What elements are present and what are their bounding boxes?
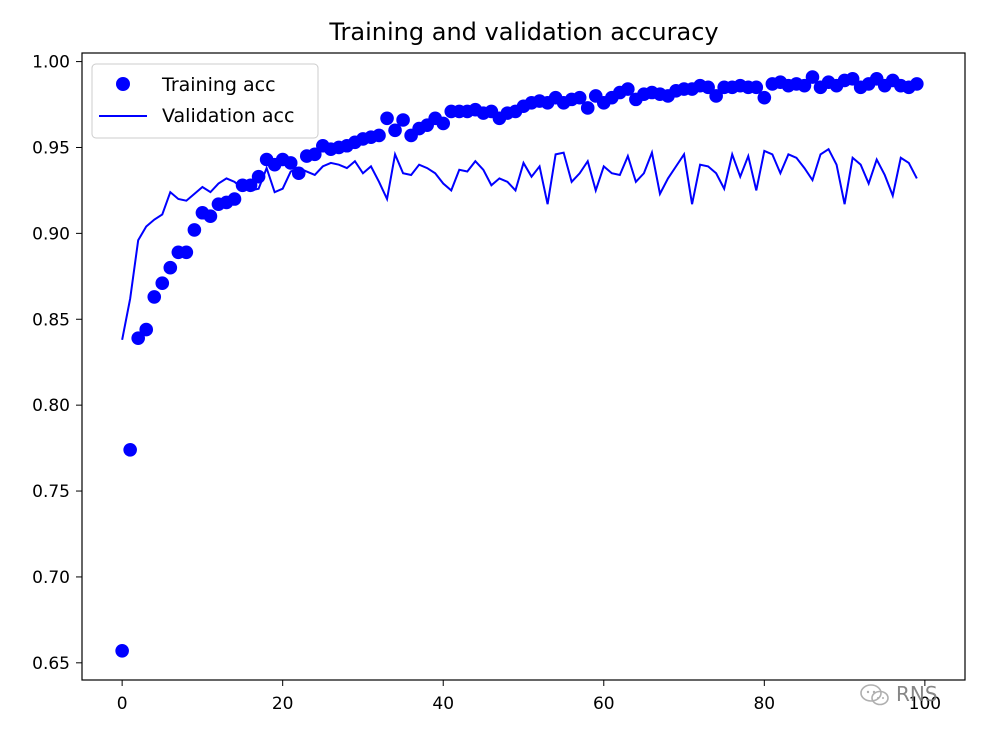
plot-area [115,70,924,658]
chart-title: Training and validation accuracy [328,18,718,46]
training-point [709,89,723,103]
y-tick-label: 0.95 [32,138,70,158]
training-point [757,90,772,105]
legend-label-validation: Validation acc [162,105,294,127]
training-point [123,443,137,457]
training-point [805,70,820,84]
watermark-text: RNS [896,682,938,706]
training-point [701,80,715,95]
training-point [203,209,218,223]
y-tick-label: 0.65 [32,654,70,674]
watermark: RNS [860,682,938,706]
training-point [307,147,322,162]
training-point [749,80,764,95]
x-tick-label: 80 [753,694,775,714]
y-tick-label: 0.70 [32,568,70,588]
training-point [283,156,298,170]
training-point [163,260,178,275]
x-axis: 0 20 40 60 80 100 [117,680,941,714]
training-point [147,290,162,304]
training-point [396,113,410,127]
y-tick-label: 0.85 [32,310,70,330]
x-tick-label: 20 [272,694,294,714]
training-point [797,78,812,93]
training-point [291,166,306,181]
y-axis: 0.65 0.70 0.75 0.80 0.85 0.90 0.95 1.00 [32,53,82,674]
training-point [380,111,394,126]
legend-marker-training [116,77,130,91]
x-tick-label: 100 [909,694,941,714]
wechat-icon [860,684,889,706]
training-point [155,276,170,290]
training-point [115,644,129,658]
training-point [251,169,266,184]
training-point [580,101,595,115]
training-point [910,77,924,91]
plot-frame [81,52,966,681]
legend-box [91,63,319,139]
training-point [388,123,402,138]
x-tick-label: 60 [593,694,615,714]
training-point [187,223,202,237]
y-tick-label: 0.75 [32,482,70,502]
x-tick-label: 0 [117,694,128,714]
y-tick-label: 1.00 [32,53,70,73]
y-tick-label: 0.80 [32,396,70,416]
training-point [131,331,145,345]
legend: Training acc Validation acc [91,63,319,139]
training-point [372,128,386,143]
training-point [436,116,451,131]
training-point [243,178,258,193]
training-point [179,245,194,260]
training-point [227,192,242,206]
x-tick-label: 40 [432,694,454,714]
legend-label-training: Training acc [161,74,276,96]
training-point [621,82,635,96]
training-point [572,90,587,105]
training-point [139,322,154,337]
training-point [845,71,860,86]
y-tick-label: 0.90 [32,224,70,244]
validation-series-line [121,147,918,341]
